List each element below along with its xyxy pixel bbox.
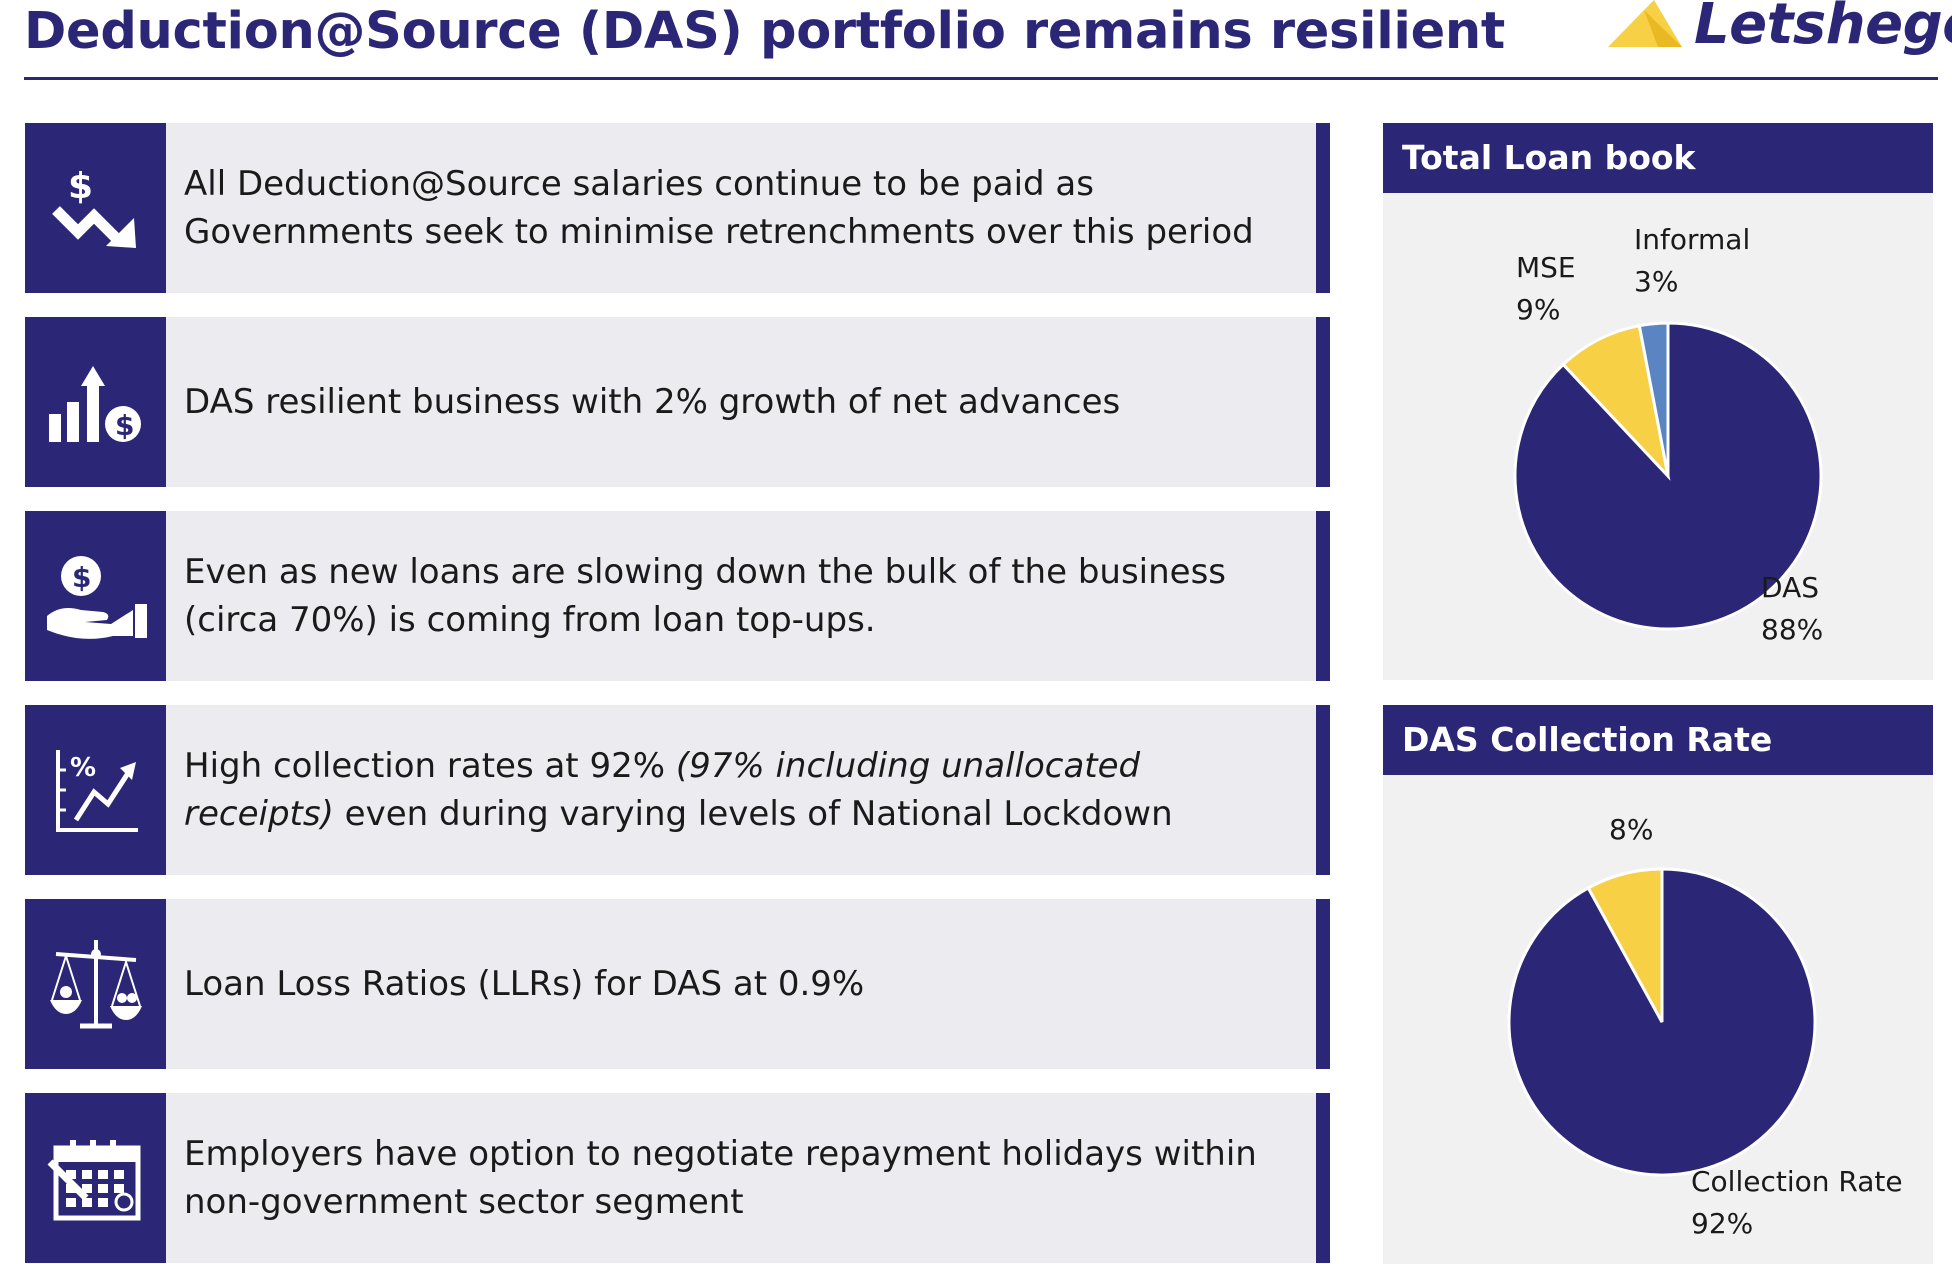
point-icon-box: $: [25, 123, 166, 293]
das-collection-rate-panel: DAS Collection Rate 8% Collection Rate 9…: [1383, 705, 1933, 1264]
slice-label-das-name: DAS: [1761, 571, 1819, 604]
point-text: Employers have option to negotiate repay…: [184, 1134, 1257, 1222]
point-row-4: % High collection rates at 92% (97% incl…: [25, 705, 1330, 875]
dollar-down-arrow-icon: $: [51, 166, 136, 248]
point-row-2: $ DAS resilient business with 2% growth …: [25, 317, 1330, 487]
point-row-6: Employers have option to negotiate repay…: [25, 1093, 1330, 1263]
logo-wordmark: Letshego: [1694, 0, 1952, 57]
panel-title: DAS Collection Rate: [1383, 705, 1933, 775]
slice-label-uncollected-value: 8%: [1609, 813, 1653, 846]
logo-triangle-icon: [1608, 0, 1682, 47]
pie-slice-uncollected: [1586, 867, 1664, 1023]
total-loan-book-panel: Total Loan book Informal 3% MSE 9% DAS 8…: [1383, 123, 1933, 680]
point-icon-box: [25, 899, 166, 1069]
title-divider: [24, 77, 1938, 80]
svg-text:$: $: [68, 166, 93, 207]
panel-title: Total Loan book: [1383, 123, 1933, 193]
slice-label-das-value: 88%: [1761, 613, 1823, 646]
svg-text:$: $: [72, 561, 91, 594]
balance-scale-icon: [49, 940, 142, 1029]
slice-label-collection-rate-value: 92%: [1691, 1207, 1753, 1240]
pie-slice-informal: [1637, 321, 1670, 477]
slice-label-informal-name: Informal: [1634, 223, 1750, 256]
percent-trend-chart-icon: %: [55, 750, 138, 832]
point-text: All Deduction@Source salaries continue t…: [184, 164, 1254, 252]
das-collection-rate-pie-chart: 8% Collection Rate 92%: [1507, 813, 1903, 1240]
slice-label-mse-value: 9%: [1516, 293, 1560, 326]
slice-label-informal-value: 3%: [1634, 265, 1678, 298]
point-icon-box: [25, 1093, 166, 1263]
point-row-1: $ All Deduction@Source salaries continue…: [25, 123, 1330, 293]
point-text-plain: High collection rates at 92%: [184, 746, 676, 786]
point-text-after: even during varying levels of National L…: [333, 794, 1173, 834]
point-text: DAS resilient business with 2% growth of…: [184, 382, 1121, 422]
point-icon-box: $: [25, 317, 166, 487]
hand-coin-icon: $: [46, 556, 147, 639]
point-text-italic: (97% including unallocated receipts): [184, 746, 1141, 834]
calendar-icon: [47, 1140, 140, 1221]
point-text: Loan Loss Ratios (LLRs) for DAS at 0.9%: [184, 964, 865, 1004]
pie-slice-mse: [1561, 323, 1671, 481]
point-row-5: Loan Loss Ratios (LLRs) for DAS at 0.9%: [25, 899, 1330, 1069]
point-row-3: $ Even as new loans are slowing down the…: [25, 511, 1330, 681]
total-loan-book-pie-chart: Informal 3% MSE 9% DAS 88%: [1513, 223, 1823, 646]
page-title: Deduction@Source (DAS) portfolio remains…: [24, 2, 1505, 61]
company-logo: Letshego: [1598, 0, 1952, 62]
slice-label-collection-rate-name: Collection Rate: [1691, 1165, 1903, 1198]
point-text: High collection rates at 92% (97% includ…: [184, 705, 1298, 875]
slice-label-mse-name: MSE: [1516, 251, 1576, 284]
point-text: Even as new loans are slowing down the b…: [184, 552, 1227, 640]
growth-chart-dollar-icon: $: [48, 366, 141, 442]
point-icon-box: $: [25, 511, 166, 681]
svg-text:$: $: [115, 409, 134, 442]
point-icon-box: %: [25, 705, 166, 875]
svg-text:%: %: [70, 753, 96, 783]
